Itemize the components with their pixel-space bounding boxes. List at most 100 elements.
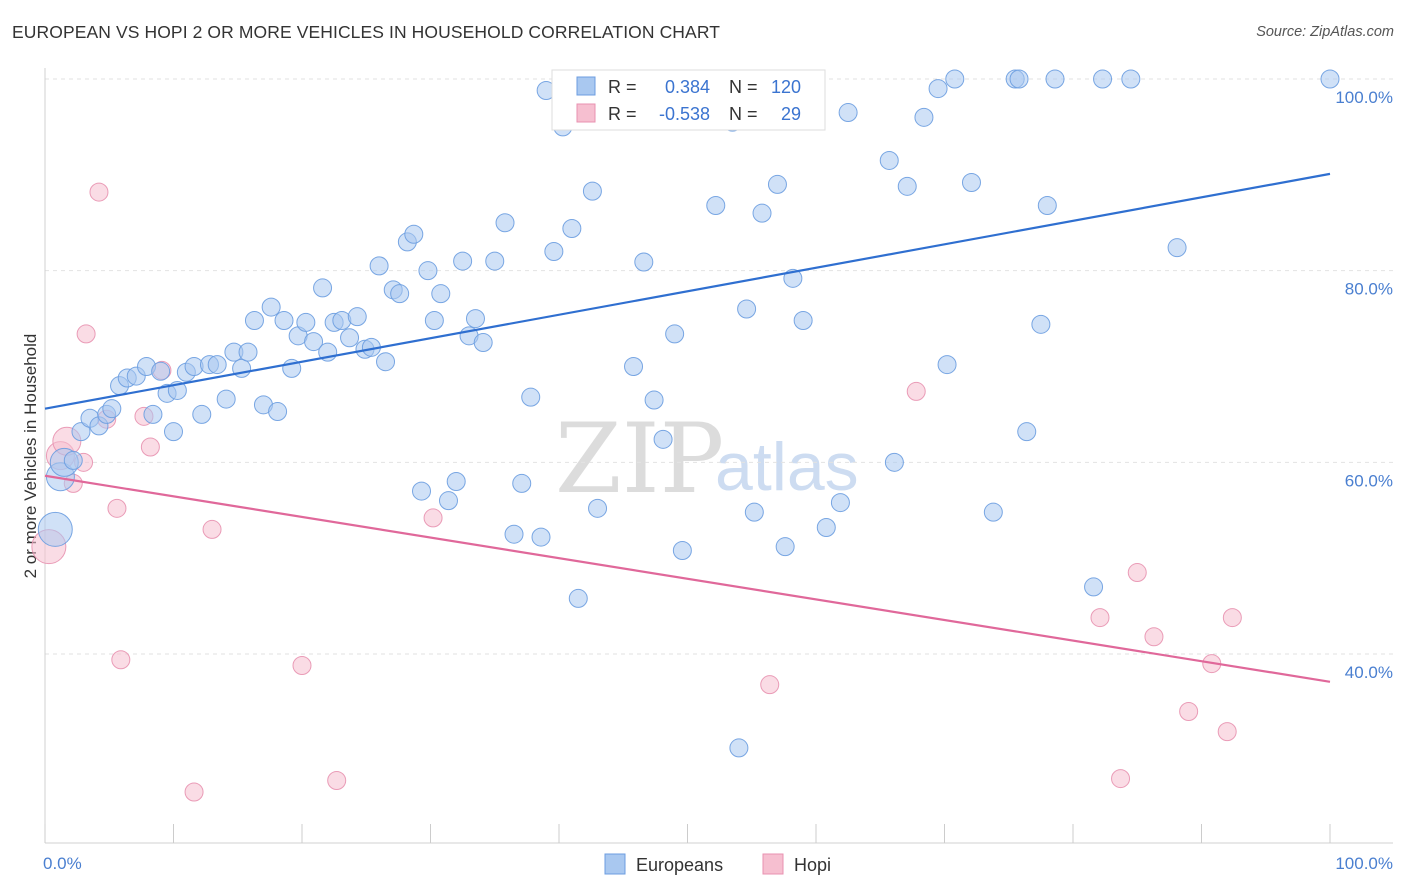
- europeans-point-60: [485, 251, 505, 271]
- europeans-point-26: [238, 342, 258, 362]
- hopi-point-26: [1217, 722, 1237, 742]
- source-credit: Source: ZipAtlas.com: [1256, 24, 1394, 40]
- europeans-point-56: [453, 251, 473, 271]
- europeans-point-49: [404, 224, 424, 244]
- europeans-point-79: [665, 324, 685, 344]
- gridlines: [45, 78, 1393, 655]
- x-axis-tick-labels: 0.0% 100.0%: [43, 854, 1393, 873]
- europeans-point-80: [672, 541, 692, 560]
- europeans-point-115: [1167, 238, 1187, 258]
- europeans-point-50: [412, 481, 432, 501]
- hopi-legend-label: Hopi: [794, 855, 831, 875]
- europeans-point-87: [744, 502, 764, 522]
- europeans-point-86: [737, 299, 757, 319]
- europeans-point-108: [1017, 422, 1037, 442]
- europeans-point-54: [438, 491, 458, 511]
- y-axis-label: 2 or more Vehicles in Household: [21, 334, 40, 579]
- europeans-point-82: [706, 196, 726, 215]
- europeans-point-31: [274, 311, 294, 330]
- europeans-point-53: [431, 284, 451, 304]
- hopi-bottom-swatch: [762, 853, 784, 875]
- watermark-atlas: atlas: [715, 429, 859, 505]
- europeans-point-3: [63, 450, 83, 470]
- europeans-point-112: [1084, 577, 1104, 597]
- europeans-trend-line: [44, 172, 1331, 410]
- y-tick-label-100: 100.0%: [1335, 88, 1393, 107]
- europeans-point-113: [1093, 69, 1113, 89]
- europeans-point-98: [884, 452, 904, 472]
- x-tick-label-0: 0.0%: [43, 854, 82, 873]
- hopi-point-22: [1127, 563, 1147, 583]
- europeans-point-22: [207, 355, 227, 375]
- hopi-point-23: [1144, 627, 1164, 647]
- hopi-point-11: [140, 437, 160, 457]
- hopi-point-18: [760, 675, 780, 695]
- europeans-point-0: [37, 511, 73, 547]
- watermark: ZIP atlas: [555, 403, 859, 515]
- europeans-point-102: [937, 355, 957, 375]
- europeans-point-58: [465, 309, 485, 329]
- europeans-point-16: [164, 422, 183, 442]
- europeans-r-label: R =: [608, 77, 637, 97]
- europeans-bottom-swatch: [604, 853, 626, 875]
- europeans-point-72: [582, 181, 602, 201]
- europeans-n-value: 120: [771, 77, 801, 97]
- hopi-point-13: [184, 782, 204, 802]
- europeans-point-4: [71, 422, 91, 442]
- hopi-trend-line: [44, 474, 1331, 683]
- europeans-point-111: [1045, 69, 1065, 89]
- europeans-point-100: [914, 107, 934, 127]
- europeans-point-70: [568, 588, 588, 608]
- europeans-point-59: [473, 333, 493, 353]
- europeans-point-64: [521, 387, 541, 407]
- europeans-point-73: [588, 498, 608, 518]
- europeans-point-65: [531, 527, 551, 547]
- europeans-legend-label: Europeans: [636, 855, 723, 875]
- x-axis-ticks: [44, 824, 1331, 843]
- europeans-point-103: [945, 69, 965, 89]
- europeans-legend-swatch: [576, 76, 596, 96]
- hopi-point-15: [292, 656, 312, 675]
- europeans-point-107: [1009, 69, 1029, 89]
- europeans-point-94: [816, 518, 836, 537]
- europeans-point-78: [653, 429, 673, 449]
- europeans-point-34: [296, 312, 316, 332]
- europeans-point-109: [1031, 314, 1051, 334]
- europeans-point-8: [102, 399, 122, 419]
- europeans-point-52: [424, 311, 444, 330]
- europeans-point-85: [729, 738, 749, 758]
- europeans-points: [37, 69, 1340, 758]
- hopi-point-24: [1179, 702, 1199, 721]
- europeans-point-63: [512, 473, 532, 493]
- hopi-point-14: [202, 519, 222, 539]
- chart-title: EUROPEAN VS HOPI 2 OR MORE VEHICLES IN H…: [12, 22, 721, 42]
- europeans-point-20: [192, 404, 212, 424]
- hopi-point-20: [1090, 608, 1110, 628]
- hopi-point-19: [906, 381, 926, 401]
- europeans-point-13: [143, 404, 163, 424]
- hopi-point-8: [107, 498, 127, 518]
- stats-legend: R = 0.384 N = 120 R = -0.538 N = 29: [551, 69, 826, 131]
- europeans-point-104: [961, 173, 981, 192]
- axes: [44, 68, 1393, 844]
- europeans-point-35: [304, 332, 324, 352]
- stats-legend-box: [551, 69, 826, 131]
- europeans-point-97: [879, 150, 899, 170]
- europeans-point-23: [216, 389, 236, 409]
- hopi-r-value: -0.538: [659, 104, 710, 124]
- europeans-point-30: [268, 402, 288, 422]
- europeans-point-51: [418, 261, 438, 281]
- hopi-point-9: [111, 650, 131, 670]
- hopi-legend-swatch: [576, 103, 596, 123]
- europeans-point-29: [261, 297, 281, 317]
- europeans-point-45: [376, 352, 396, 372]
- europeans-point-14: [151, 361, 171, 381]
- series-legend: Europeans Hopi: [604, 853, 831, 875]
- europeans-point-90: [775, 537, 795, 557]
- hopi-n-value: 29: [781, 104, 801, 124]
- hopi-point-16: [327, 771, 347, 790]
- europeans-point-40: [340, 328, 360, 348]
- europeans-point-116: [1320, 69, 1340, 89]
- europeans-point-110: [1037, 196, 1057, 215]
